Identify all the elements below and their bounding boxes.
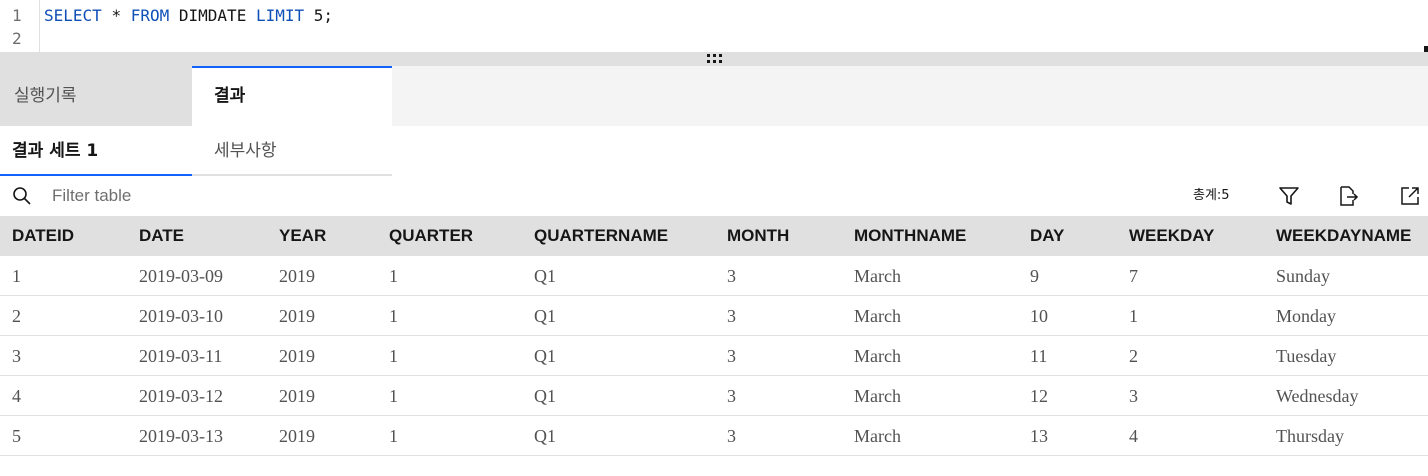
table-cell: March (854, 306, 901, 326)
column-header[interactable]: MONTH (727, 226, 790, 245)
filter-table-input[interactable] (44, 182, 444, 210)
table-cell: March (854, 266, 901, 286)
column-header[interactable]: QUARTERNAME (534, 226, 669, 245)
table-toolbar: 총계:5 (0, 176, 1428, 216)
table-cell: 2019 (279, 346, 315, 366)
keyword-from: FROM (130, 6, 170, 25)
table-row[interactable]: 4 2019-03-12 2019 1 Q1 3 March 12 3 Wednesday (0, 376, 1428, 416)
drag-handle-icon[interactable] (707, 54, 725, 64)
star-operator: * (111, 6, 122, 25)
column-header[interactable]: DATE (139, 226, 185, 245)
table-cell: 2019 (279, 306, 315, 326)
table-row[interactable]: 2 2019-03-10 2019 1 Q1 3 March 10 1 Monday (0, 296, 1428, 336)
column-header[interactable]: DATEID (12, 226, 75, 245)
line-number-gutter: 1 2 (0, 0, 40, 52)
table-cell: 1 (12, 266, 21, 286)
table-cell: 1 (389, 386, 398, 406)
code-line-1[interactable]: SELECT * FROM DIMDATE LIMIT 5; (44, 6, 333, 26)
table-cell: 1 (389, 346, 398, 366)
table-cell: March (854, 386, 901, 406)
table-cell: 1 (389, 306, 398, 326)
column-header[interactable]: WEEKDAYNAME (1276, 226, 1412, 245)
table-cell: Wednesday (1276, 386, 1359, 406)
table-cell: Monday (1276, 306, 1336, 326)
line-number-1: 1 (12, 6, 22, 25)
tab-result-set-1[interactable]: 결과 세트 1 (0, 126, 192, 176)
table-cell: 12 (1030, 386, 1048, 406)
table-cell: 3 (727, 306, 736, 326)
total-count: 총계:5 (1193, 188, 1230, 203)
table-cell: Thursday (1276, 426, 1344, 446)
table-cell: 2 (1129, 346, 1138, 366)
table-cell: 5 (12, 426, 21, 446)
search-icon (13, 187, 31, 205)
table-cell: 3 (727, 386, 736, 406)
table-cell: 1 (389, 426, 398, 446)
tab-history[interactable]: 실행기록 (0, 66, 192, 126)
table-cell: 9 (1030, 266, 1039, 286)
limit-value: 5; (313, 6, 334, 25)
table-cell: 2019-03-12 (139, 386, 223, 406)
table-cell: 2019-03-10 (139, 306, 223, 326)
column-header[interactable]: DAY (1030, 226, 1065, 245)
table-cell: 3 (727, 346, 736, 366)
keyword-limit: LIMIT (255, 6, 305, 25)
table-cell: Tuesday (1276, 346, 1337, 366)
table-cell: Q1 (534, 266, 556, 286)
table-cell: 2019-03-13 (139, 426, 223, 446)
table-cell: 1 (389, 266, 398, 286)
table-cell: 2019-03-11 (139, 346, 223, 366)
table-cell: 2019-03-09 (139, 266, 223, 286)
sql-editor[interactable]: 1 2 SELECT * FROM DIMDATE LIMIT 5; (0, 0, 1428, 52)
column-header[interactable]: YEAR (279, 226, 327, 245)
table-cell: March (854, 346, 901, 366)
editor-scrollbar[interactable] (1424, 46, 1428, 52)
table-cell: 2019 (279, 426, 315, 446)
table-cell: 3 (727, 266, 736, 286)
column-header[interactable]: MONTHNAME (854, 226, 967, 245)
result-sub-tabs: 결과 세트 1 세부사항 (0, 126, 1428, 176)
column-header[interactable]: QUARTER (389, 226, 474, 245)
table-cell: Q1 (534, 346, 556, 366)
table-cell: 13 (1030, 426, 1048, 446)
table-cell: March (854, 426, 901, 446)
table-cell: 11 (1030, 346, 1048, 366)
table-cell: 2 (12, 306, 21, 326)
table-name: DIMDATE (178, 6, 247, 25)
result-pane-tabs: 실행기록 결과 (0, 66, 1428, 126)
table-row[interactable]: 5 2019-03-13 2019 1 Q1 3 March 13 4 Thursday (0, 416, 1428, 456)
tab-details[interactable]: 세부사항 (192, 126, 392, 176)
table-cell: 3 (727, 426, 736, 446)
pane-splitter[interactable] (0, 52, 1428, 66)
table-cell: Q1 (534, 306, 556, 326)
table-cell: 2019 (279, 266, 315, 286)
table-cell: Q1 (534, 386, 556, 406)
table-cell: 7 (1129, 266, 1138, 286)
column-header[interactable]: WEEKDAY (1129, 226, 1215, 245)
table-cell: 1 (1129, 306, 1138, 326)
table-row[interactable]: 1 2019-03-09 2019 1 Q1 3 March 9 7 Sunday (0, 256, 1428, 296)
table-header-row: DATEID DATE YEAR QUARTER QUARTERNAME MON… (0, 216, 1428, 256)
keyword-select: SELECT (44, 6, 102, 25)
table-cell: 4 (12, 386, 21, 406)
export-icon[interactable] (1337, 185, 1359, 207)
table-cell: Q1 (534, 426, 556, 446)
filter-icon[interactable] (1278, 185, 1300, 207)
table-cell: 2019 (279, 386, 315, 406)
table-cell: Sunday (1276, 266, 1330, 286)
table-row[interactable]: 3 2019-03-11 2019 1 Q1 3 March 11 2 Tuesday (0, 336, 1428, 376)
table-cell: 4 (1129, 426, 1138, 446)
table-cell: 10 (1030, 306, 1048, 326)
launch-icon[interactable] (1399, 185, 1421, 207)
line-number-2: 2 (12, 29, 22, 48)
tab-results[interactable]: 결과 (192, 66, 392, 126)
table-cell: 3 (1129, 386, 1138, 406)
table-cell: 3 (12, 346, 21, 366)
